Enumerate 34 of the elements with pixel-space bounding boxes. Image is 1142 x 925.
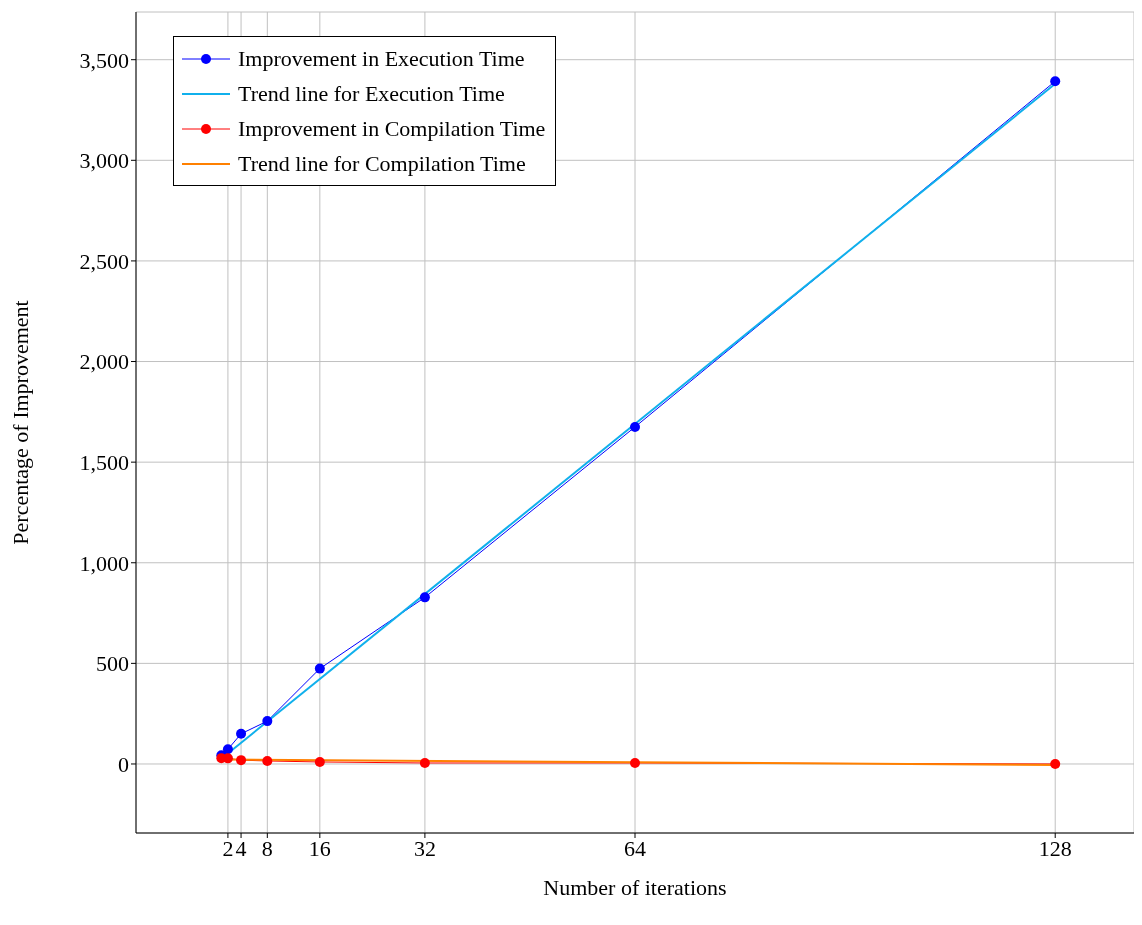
y-tick-label: 1,000: [79, 550, 129, 576]
point: [262, 716, 273, 727]
point: [419, 592, 430, 603]
y-tick-label: 2,500: [79, 248, 129, 274]
legend-label: Improvement in Compilation Time: [238, 115, 546, 143]
y-tick-label: 2,000: [79, 349, 129, 375]
point: [236, 755, 247, 766]
x-tick-label: 4: [235, 835, 247, 861]
point: [236, 728, 247, 739]
y-tick-label: 3,000: [79, 148, 129, 174]
point: [222, 744, 233, 755]
x-tick-label: 64: [624, 835, 646, 861]
y-tick-label: 1,500: [79, 449, 129, 475]
x-tick-label: 8: [261, 835, 273, 861]
x-tick-label: 16: [308, 835, 331, 861]
legend-label: Improvement in Execution Time: [238, 45, 525, 73]
point: [1050, 76, 1061, 87]
point: [630, 757, 640, 768]
point: [262, 755, 273, 766]
x-axis-title: Number of iterations: [543, 875, 727, 900]
y-tick-label: 500: [96, 651, 129, 677]
x-tick-label: 2: [222, 835, 234, 861]
y-tick-label: 0: [118, 751, 129, 777]
x-tick-label: 128: [1038, 835, 1072, 861]
point: [314, 756, 325, 767]
y-axis-title: Percentage of Improvement: [7, 300, 33, 545]
legend-label: Trend line for Compilation Time: [238, 150, 526, 178]
point: [1050, 758, 1061, 769]
legend-label: Trend line for Execution Time: [238, 80, 505, 108]
y-tick-label: 3,500: [79, 47, 129, 73]
x-tick-label: 32: [413, 835, 436, 861]
point: [630, 421, 640, 432]
point: [314, 663, 325, 674]
point: [419, 757, 430, 768]
